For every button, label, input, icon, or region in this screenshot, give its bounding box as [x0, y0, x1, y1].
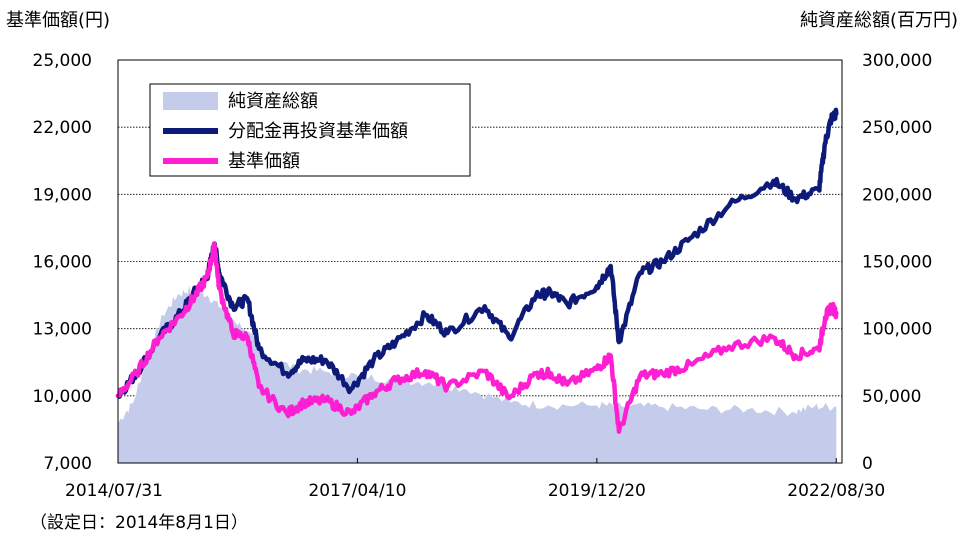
y-left-tick-label: 16,000 — [33, 253, 92, 273]
y-right-tick-label: 250,000 — [862, 118, 932, 138]
plot-frame — [117, 59, 843, 464]
y-left-tick-label: 19,000 — [33, 185, 92, 205]
x-ticks: 2014/07/31 2017/04/10 2019/12/20 2022/08/30 — [65, 458, 885, 501]
y-right-tick-label: 200,000 — [862, 185, 932, 205]
y-right-tick-label: 50,000 — [862, 387, 921, 407]
y-left-ticks: 25,000 22,000 19,000 16,000 13,000 10,000 7,00… — [33, 51, 92, 474]
legend-label: 基準価額 — [228, 151, 300, 172]
x-tick-label: 2019/12/20 — [548, 481, 646, 501]
x-tick-label: 2022/08/30 — [787, 481, 885, 501]
legend-label: 分配金再投資基準価額 — [228, 121, 408, 142]
y-left-tick-label: 10,000 — [33, 387, 92, 407]
y-left-tick-label: 13,000 — [33, 320, 92, 340]
y-right-tick-label: 300,000 — [862, 51, 932, 71]
y-left-tick-label: 22,000 — [33, 118, 92, 138]
line-layer — [115, 107, 839, 434]
y-right-axis-title: 純資産総額(百万円) — [799, 10, 958, 31]
y-left-axis-title: 基準価額(円) — [6, 10, 111, 31]
inception-date-note: （設定日：2014年8月1日） — [30, 513, 248, 533]
y-right-tick-label: 0 — [862, 454, 873, 474]
y-left-tick-label: 7,000 — [43, 454, 92, 474]
x-tick-label: 2014/07/31 — [65, 481, 163, 501]
nav-line — [115, 241, 839, 434]
area-layer — [118, 285, 837, 463]
legend-label: 純資産総額 — [228, 91, 318, 112]
legend-swatch-net-assets — [163, 92, 218, 110]
net-assets-area — [118, 285, 837, 463]
y-right-tick-label: 150,000 — [862, 253, 932, 273]
y-left-tick-label: 25,000 — [33, 51, 92, 71]
x-tick-label: 2017/04/10 — [308, 481, 406, 501]
y-right-ticks: 300,000 250,000 200,000 150,000 100,000 50,00… — [862, 51, 932, 474]
y-right-tick-label: 100,000 — [862, 320, 932, 340]
